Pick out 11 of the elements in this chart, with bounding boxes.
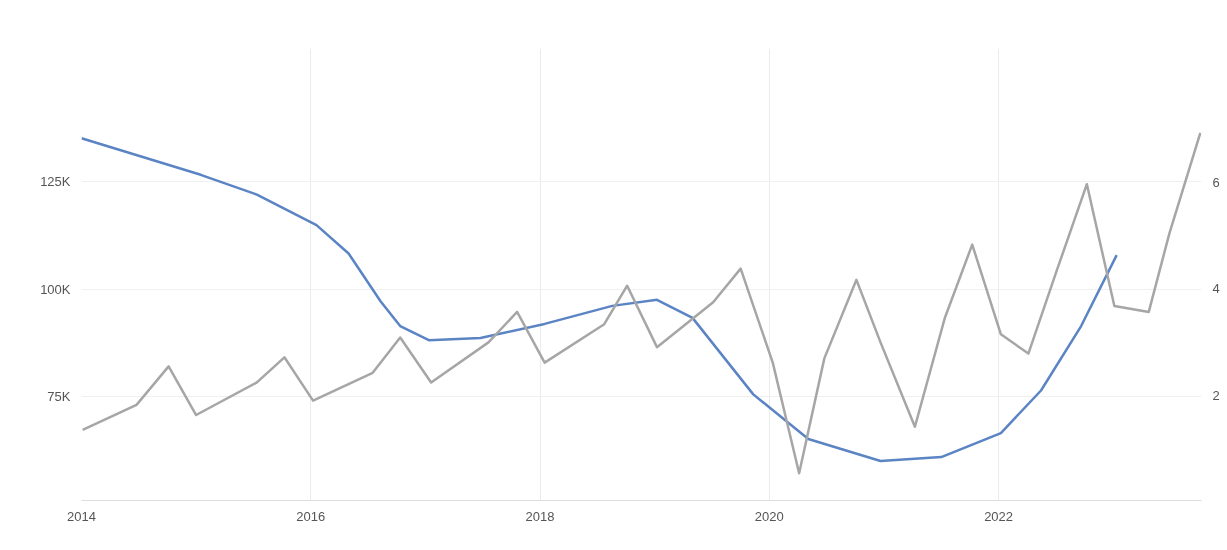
y2-tick-label: 6: [1212, 174, 1220, 190]
y2-tick-label: 4: [1212, 281, 1220, 297]
y-tick-label: 100K: [40, 281, 71, 297]
x-tick-label: 2022: [984, 508, 1014, 524]
x-tick-label: 2014: [67, 508, 96, 524]
x-tick-label: 2020: [754, 508, 784, 524]
x-tick-label: 2016: [296, 508, 326, 524]
x-tick-label: 2018: [525, 508, 555, 524]
y-tick-label: 75K: [47, 389, 71, 405]
y2-tick-label: 2: [1212, 388, 1220, 404]
y-tick-label: 125K: [40, 174, 71, 190]
